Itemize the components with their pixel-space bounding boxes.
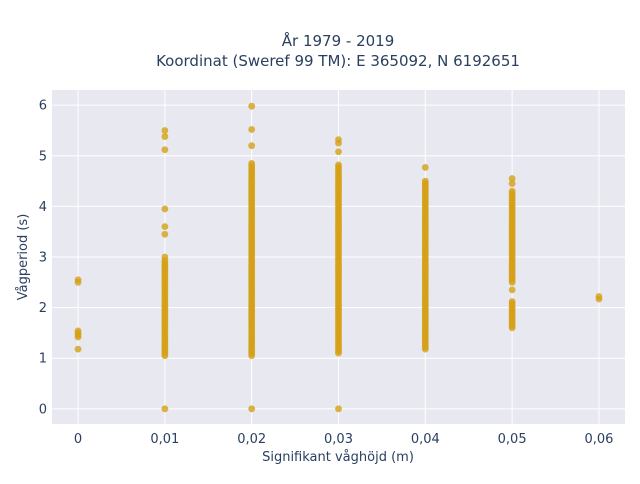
y-tick-label: 6 — [39, 99, 47, 114]
data-point — [248, 159, 256, 167]
data-point — [508, 187, 516, 195]
data-point — [161, 230, 169, 238]
data-point — [74, 345, 82, 353]
data-point — [335, 148, 342, 156]
y-tick-label: 0 — [39, 402, 47, 417]
x-tick-label: 0 — [74, 432, 82, 447]
y-tick-label: 2 — [39, 301, 47, 316]
y-tick-label: 5 — [39, 149, 47, 164]
data-point — [335, 136, 342, 143]
y-tick-labels: 0 1 2 3 4 5 6 — [39, 99, 47, 418]
data-point — [161, 223, 169, 231]
x-tick-label: 0,06 — [584, 432, 613, 447]
data-point — [74, 276, 82, 284]
x-tick-label: 0,03 — [324, 432, 353, 447]
y-tick-label: 3 — [39, 251, 47, 266]
data-point — [74, 327, 82, 335]
x-tick-label: 0,05 — [498, 432, 527, 447]
chart-title: År 1979 - 2019 — [282, 31, 395, 50]
x-axis-label: Signifikant våghöjd (m) — [262, 450, 414, 465]
data-point — [248, 142, 256, 150]
chart-subtitle: Koordinat (Sweref 99 TM): E 365092, N 61… — [156, 52, 520, 70]
data-point — [595, 293, 603, 300]
data-point — [508, 298, 516, 305]
x-tick-label: 0,02 — [237, 432, 266, 447]
data-point — [161, 405, 169, 413]
y-tick-label: 4 — [39, 200, 47, 215]
y-tick-label: 1 — [39, 352, 47, 367]
data-point — [248, 405, 256, 413]
data-point — [161, 253, 169, 261]
x-tick-label: 0,04 — [411, 432, 440, 447]
x-tick-label: 0,01 — [150, 432, 179, 447]
data-point — [508, 175, 516, 182]
data-point — [161, 127, 169, 134]
data-point — [161, 205, 169, 213]
data-point — [161, 133, 169, 140]
data-point — [161, 146, 169, 154]
data-point — [421, 177, 429, 185]
data-point — [248, 102, 256, 110]
data-point — [248, 126, 256, 133]
x-tick-labels: 0 0,01 0,02 0,03 0,04 0,05 0,06 — [74, 432, 614, 447]
data-point — [421, 164, 429, 171]
data-point — [335, 405, 342, 413]
data-point — [335, 161, 342, 169]
data-point — [508, 286, 516, 294]
data-point — [508, 180, 516, 188]
data-points — [74, 102, 603, 413]
y-axis-label: Vågperiod (s) — [16, 214, 31, 301]
